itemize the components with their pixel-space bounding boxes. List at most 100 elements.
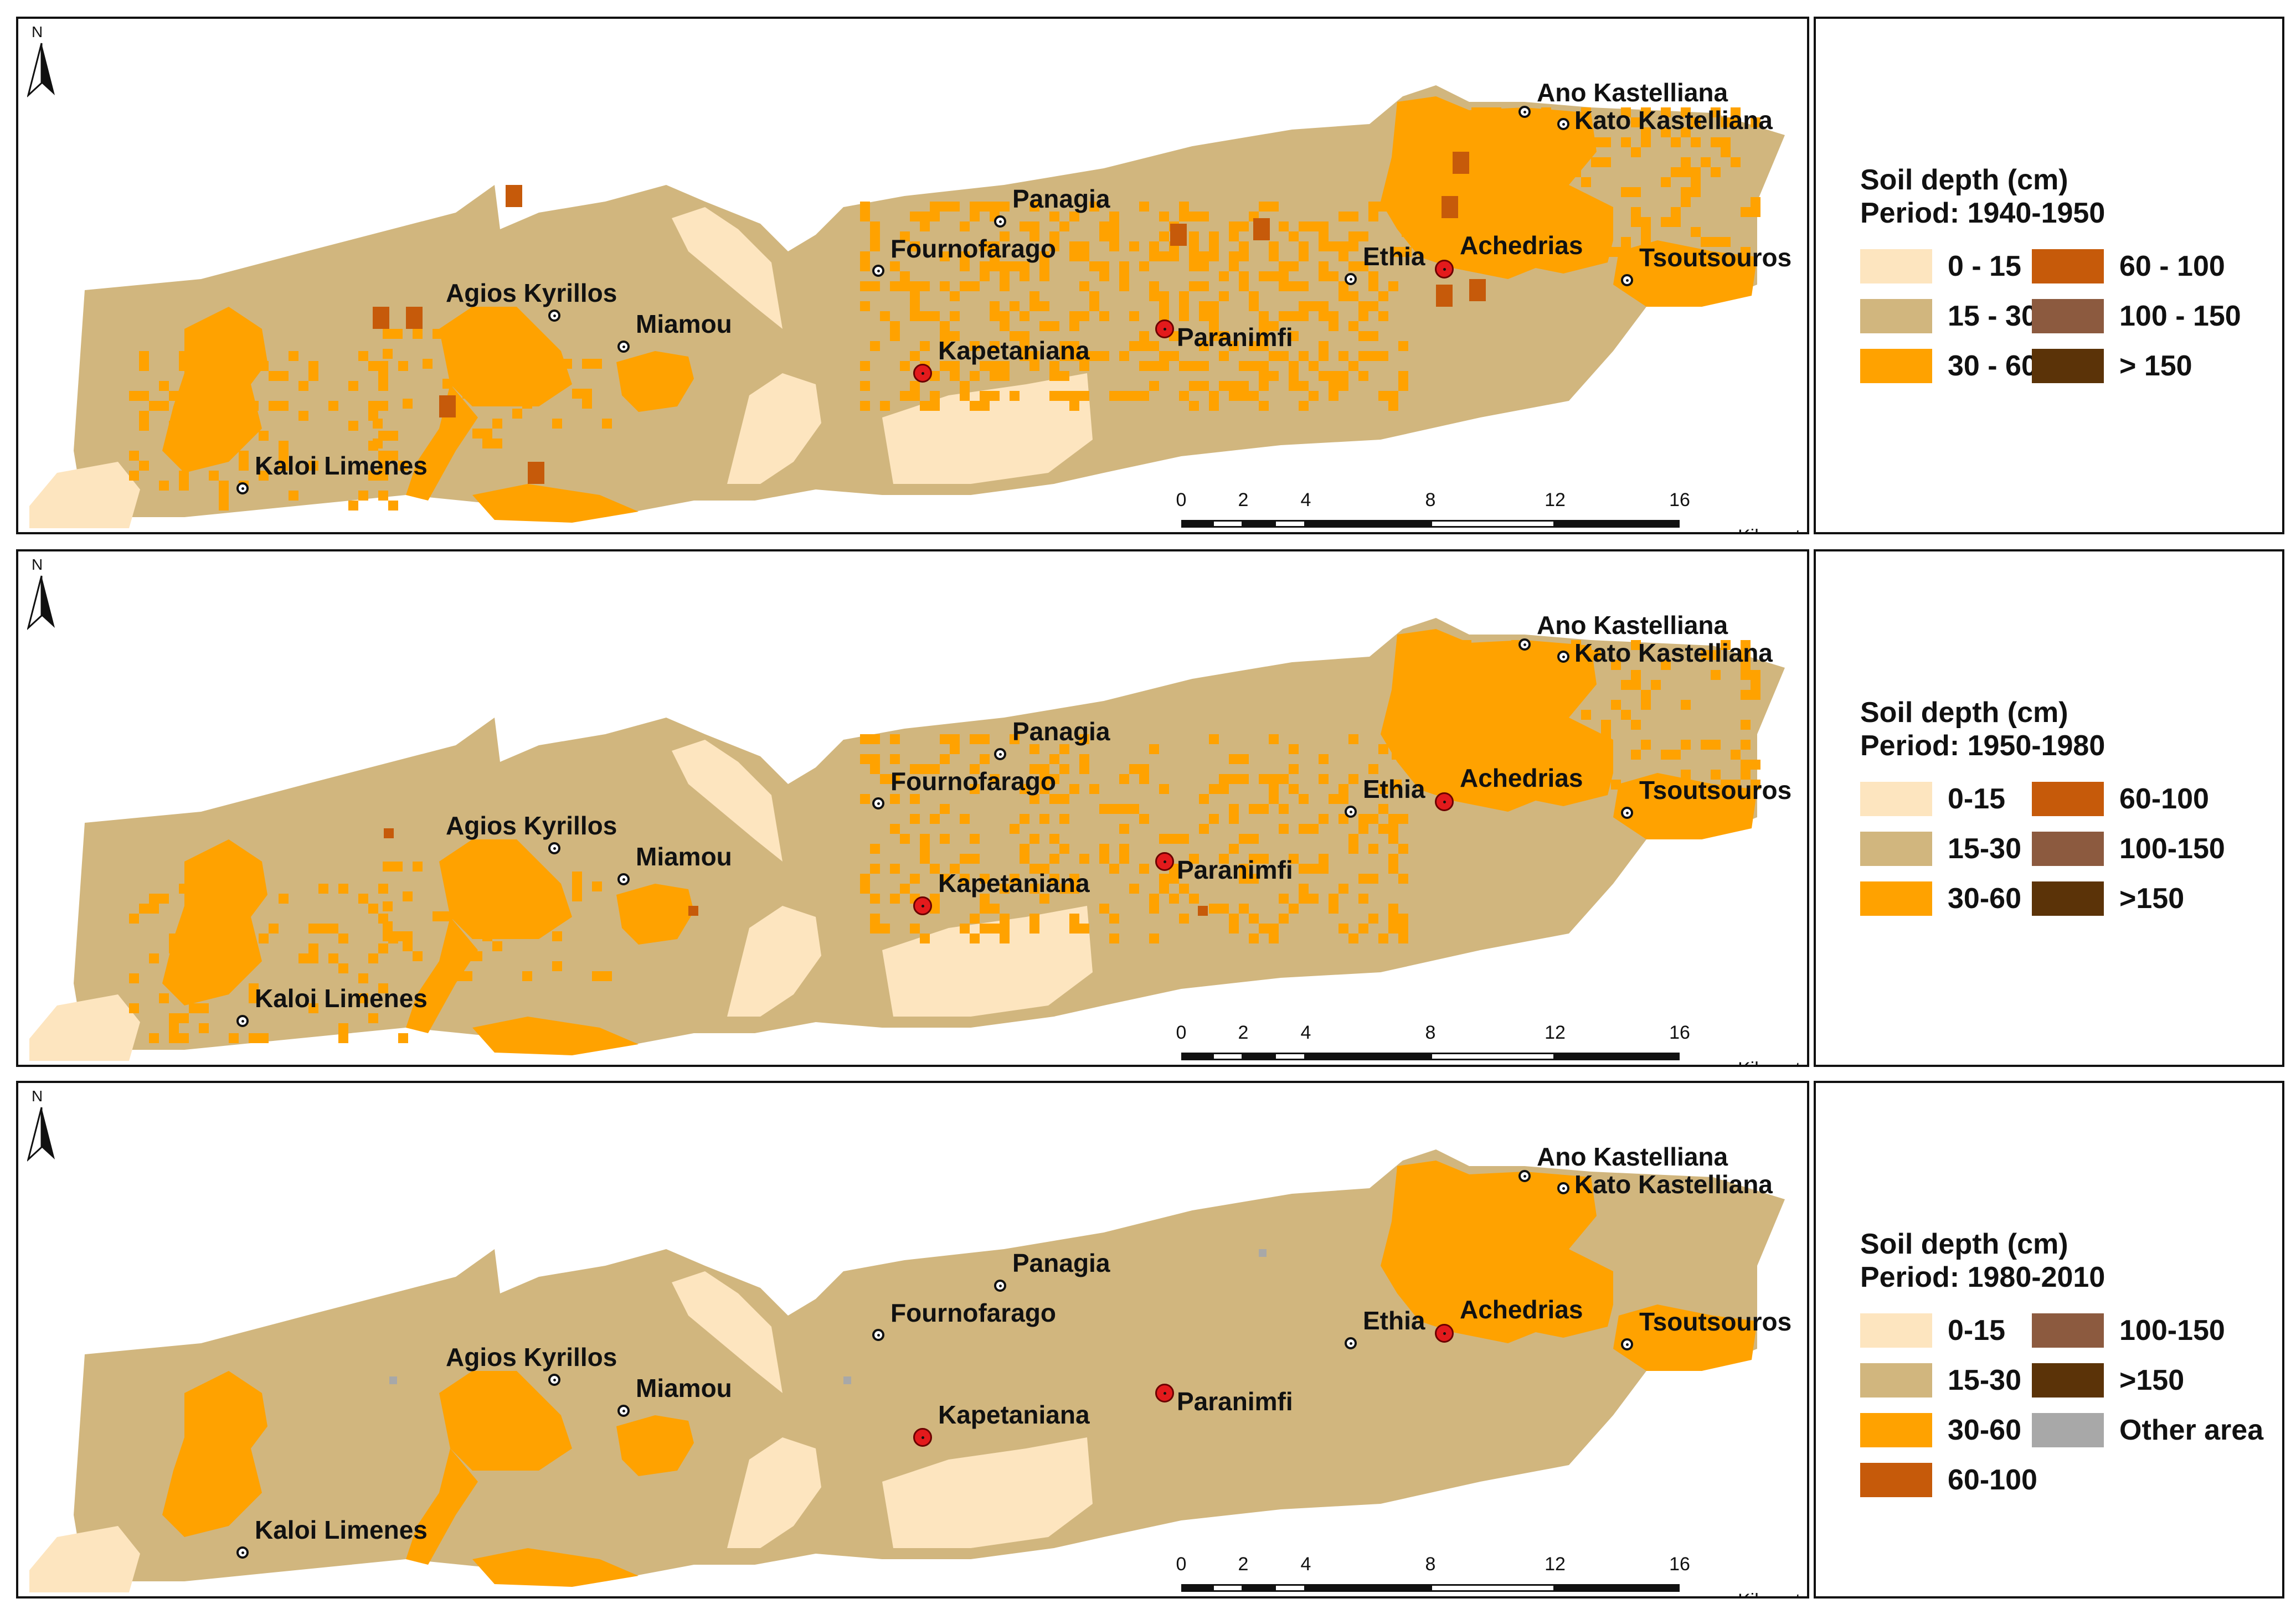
legend-swatch (1860, 1463, 1932, 1497)
north-arrow: N (26, 23, 57, 106)
scale-unit: Kilometers (1738, 1059, 1807, 1065)
town-marker (617, 1405, 630, 1417)
town-label: Ethia (1363, 242, 1425, 271)
scale-segment (1430, 520, 1555, 528)
town-label: Kapetaniana (938, 869, 1090, 898)
town-marker (1435, 792, 1454, 811)
legend-swatch (1860, 349, 1932, 383)
legend-swatch (2032, 1413, 2104, 1447)
legend-item: 0 - 15 (1860, 249, 2021, 284)
region-0-15 (727, 906, 821, 1017)
legend-item: Other area (2032, 1412, 2263, 1448)
town-marker (1557, 118, 1569, 130)
legend-item: 30 - 60 (1860, 348, 2037, 384)
scale-tick: 12 (1545, 1022, 1566, 1043)
north-arrow-icon (27, 43, 55, 97)
legend-item: 100 - 150 (2032, 298, 2241, 334)
north-arrow: N (26, 1087, 57, 1170)
town-label: Achedrias (1460, 231, 1583, 260)
region-30-60 (1613, 1304, 1757, 1371)
town-marker (1518, 106, 1531, 118)
region-0-15 (29, 1526, 140, 1592)
scale-unit: Kilometers (1738, 526, 1807, 532)
scale-tick: 2 (1238, 1022, 1249, 1043)
scale-tick: 2 (1238, 489, 1249, 511)
scale-tick: 0 (1176, 489, 1187, 511)
legend-item: >150 (2032, 1363, 2184, 1398)
town-marker (994, 1280, 1006, 1292)
legend-item: 100-150 (2032, 1313, 2225, 1348)
town-label: Agios Kyrillos (446, 811, 617, 840)
town-marker (1557, 1182, 1569, 1194)
legend-label: Other area (2119, 1414, 2264, 1446)
region-30-60 (162, 839, 267, 1005)
scale-tick: 0 (1176, 1022, 1187, 1043)
town-label: Kaloi Limenes (255, 451, 428, 480)
region-0-15 (29, 462, 140, 528)
town-label: Ethia (1363, 1306, 1425, 1335)
region-0-15 (672, 1271, 783, 1393)
town-label: Kato Kastelliana (1574, 106, 1773, 135)
map-panel-2: N Ano Kastelliana Kato Kastelliana Panagia F… (16, 549, 2284, 1067)
town-marker (994, 748, 1006, 760)
scale-bar: 0 2 4 8 12 16 Kilometers (1176, 1554, 1807, 1596)
legend-label: 30-60 (1948, 883, 2021, 915)
town-label: Panagia (1012, 1249, 1110, 1277)
region-30-60 (406, 1448, 478, 1565)
region-0-15 (29, 994, 140, 1061)
town-label: Panagia (1012, 184, 1110, 213)
north-label: N (32, 556, 43, 573)
raster-speckle (129, 107, 1760, 511)
town-marker (1345, 806, 1357, 818)
town-label: Fournofarago (890, 767, 1056, 796)
scale-tick: 4 (1300, 1022, 1311, 1043)
town-marker (1155, 319, 1174, 338)
town-label: Tsoutsouros (1639, 776, 1792, 805)
town-marker (913, 1428, 932, 1447)
scale-segment (1430, 1053, 1555, 1060)
scale-segment (1243, 520, 1274, 528)
town-marker (913, 364, 932, 383)
soil-depth-map (29, 618, 1785, 1061)
legend-swatch (1860, 1413, 1932, 1447)
scale-tick: 4 (1300, 1554, 1311, 1575)
town-marker (236, 482, 249, 494)
region-15-30 (74, 85, 1785, 517)
legend-swatch (2032, 881, 2104, 916)
legend-label: 60-100 (1948, 1464, 2037, 1496)
scale-segment (1274, 520, 1306, 528)
town-label: Kaloi Limenes (255, 984, 428, 1013)
legend-label: 0 - 15 (1948, 250, 2021, 282)
legend-swatch (2032, 299, 2104, 333)
town-label: Fournofarago (890, 1298, 1056, 1327)
legend: Soil depth (cm) Period: 1950-1980 0-15 15-3… (1814, 549, 2284, 1067)
town-marker (236, 1015, 249, 1027)
region-30-60 (406, 917, 478, 1033)
town-label: Ano Kastelliana (1537, 78, 1728, 107)
scale-tick: 16 (1669, 1022, 1690, 1043)
town-marker (617, 341, 630, 353)
map-frame: N Ano Kastelliana Kato Kastelliana Panagia F… (16, 17, 1809, 534)
legend: Soil depth (cm) Period: 1940-1950 0 - 15 15… (1814, 17, 2284, 534)
legend-period: Period: 1980-2010 (1860, 1261, 2105, 1293)
region-0-15 (672, 740, 783, 862)
town-label: Ano Kastelliana (1537, 611, 1728, 640)
legend-swatch (1860, 249, 1932, 283)
scale-tick: 16 (1669, 489, 1690, 511)
legend-item: 60-100 (2032, 781, 2209, 817)
legend-swatch (2032, 349, 2104, 383)
scale-segment (1306, 520, 1430, 528)
town-marker (1435, 1324, 1454, 1343)
scale-segment (1555, 1584, 1680, 1592)
map-frame: N Ano Kastelliana Kato Kastelliana Panagia F… (16, 549, 1809, 1067)
town-label: Paranimfi (1177, 323, 1293, 352)
region-30-60 (162, 1371, 267, 1537)
legend-label: 100-150 (2119, 1314, 2225, 1347)
north-label: N (32, 1087, 43, 1105)
scale-segment (1212, 1584, 1243, 1592)
town-label: Paranimfi (1177, 1387, 1293, 1416)
other-area-patches (389, 1249, 1267, 1384)
legend-swatch (2032, 832, 2104, 866)
scale-segment (1243, 1584, 1274, 1592)
legend-title: Soil depth (cm) (1860, 697, 2068, 729)
